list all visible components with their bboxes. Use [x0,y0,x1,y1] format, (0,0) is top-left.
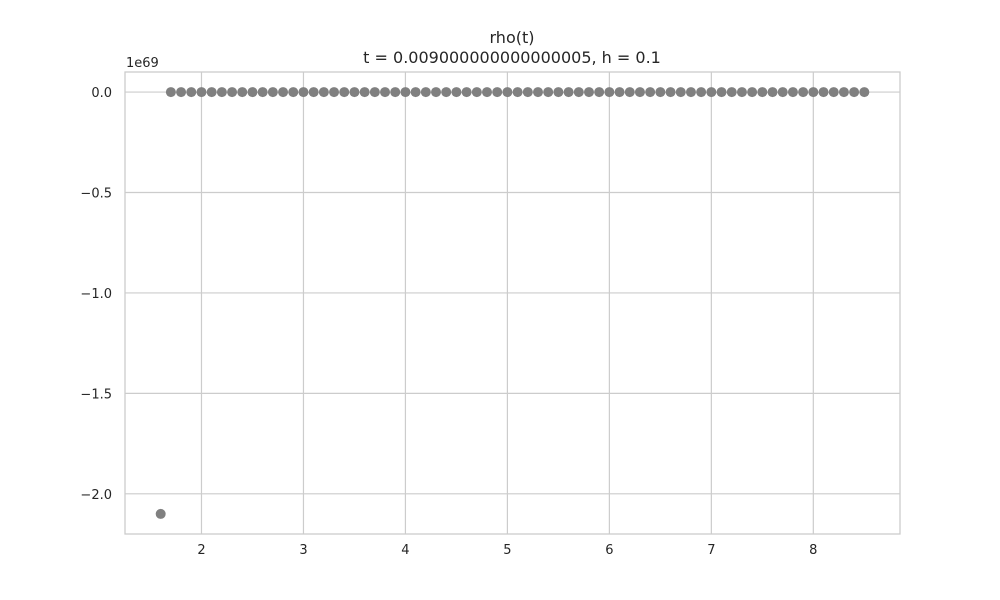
data-point [675,87,686,98]
data-point [176,87,187,98]
data-points [155,87,870,519]
x-tick-label: 8 [809,543,817,558]
data-point [380,87,391,98]
data-point [349,87,360,98]
data-point [257,87,268,98]
data-point [155,508,166,519]
data-point [165,87,176,98]
y-tick-label: 0.0 [91,86,112,101]
data-point [339,87,350,98]
data-point [767,87,778,98]
data-point [461,87,472,98]
data-point [798,87,809,98]
data-point [410,87,421,98]
data-point [849,87,860,98]
data-point [431,87,442,98]
data-point [471,87,482,98]
data-point [696,87,707,98]
data-point [369,87,380,98]
data-point [308,87,319,98]
data-point [227,87,238,98]
data-point [583,87,594,98]
data-point [359,87,370,98]
data-point [206,87,217,98]
data-point [777,87,788,98]
data-point [716,87,727,98]
data-point [196,87,207,98]
data-point [318,87,329,98]
data-point [390,87,401,98]
data-point [706,87,717,98]
data-point [787,87,798,98]
data-point [594,87,605,98]
data-point [278,87,289,98]
chart-title: rho(t) [490,28,535,47]
data-point [573,87,584,98]
plot-frame [124,71,901,535]
data-point [563,87,574,98]
x-tick-label: 7 [707,543,715,558]
data-point [247,87,258,98]
y-tick-label: −2.0 [80,488,112,503]
data-point [186,87,197,98]
data-point [736,87,747,98]
y-tick-label: −1.0 [80,287,112,302]
data-point [451,87,462,98]
y-tick-labels: 0.0 −0.5 −1.0 −1.5 −2.0 [80,86,112,503]
data-point [267,87,278,98]
data-point [237,87,248,98]
data-point [492,87,503,98]
data-point [420,87,431,98]
data-point [747,87,758,98]
data-point [665,87,676,98]
data-point [757,87,768,98]
y-offset-label: 1e69 [126,56,159,71]
data-point [828,87,839,98]
data-point [655,87,666,98]
x-tick-label: 4 [401,543,409,558]
data-point [502,87,513,98]
x-tick-label: 6 [605,543,613,558]
data-point [553,87,564,98]
data-point [859,87,870,98]
data-point [604,87,615,98]
data-point [634,87,645,98]
data-point [522,87,533,98]
data-point [818,87,829,98]
x-tick-label: 2 [197,543,205,558]
data-point [400,87,411,98]
x-tick-labels: 2 3 4 5 6 7 8 [197,543,817,558]
data-point [838,87,849,98]
data-point [614,87,625,98]
data-point [726,87,737,98]
data-point [645,87,656,98]
chart-subtitle: t = 0.009000000000000005, h = 0.1 [363,48,661,67]
data-point [441,87,452,98]
data-point [512,87,523,98]
data-point [624,87,635,98]
data-point [329,87,340,98]
data-point [216,87,227,98]
data-point [298,87,309,98]
data-point [808,87,819,98]
data-point [685,87,696,98]
grid [125,72,900,534]
y-tick-label: −1.5 [80,387,112,402]
y-tick-label: −0.5 [80,187,112,202]
data-point [532,87,543,98]
data-point [288,87,299,98]
data-point [543,87,554,98]
x-tick-label: 5 [503,543,511,558]
data-point [482,87,493,98]
x-tick-label: 3 [299,543,307,558]
